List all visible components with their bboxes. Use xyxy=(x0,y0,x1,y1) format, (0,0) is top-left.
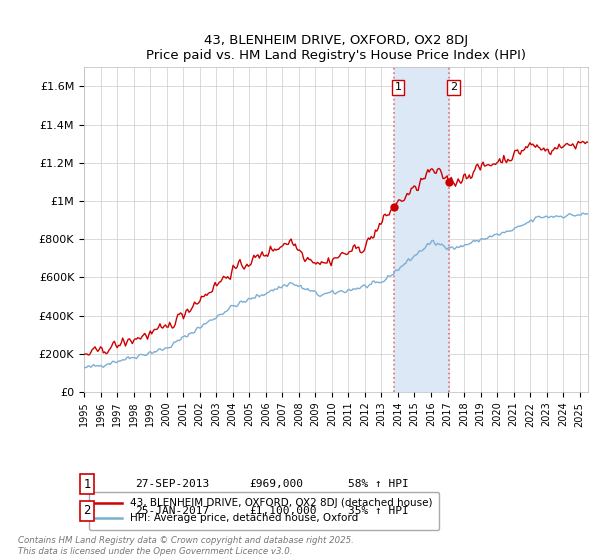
Text: £1,100,000: £1,100,000 xyxy=(249,506,317,516)
Text: £969,000: £969,000 xyxy=(249,479,303,489)
Text: 1: 1 xyxy=(83,478,91,491)
Text: 2: 2 xyxy=(449,82,457,92)
Bar xyxy=(394,67,449,392)
Text: Contains HM Land Registry data © Crown copyright and database right 2025.
This d: Contains HM Land Registry data © Crown c… xyxy=(18,536,354,556)
Text: 25-JAN-2017: 25-JAN-2017 xyxy=(135,506,209,516)
Text: 35% ↑ HPI: 35% ↑ HPI xyxy=(348,506,409,516)
Title: 43, BLENHEIM DRIVE, OXFORD, OX2 8DJ
Price paid vs. HM Land Registry's House Pric: 43, BLENHEIM DRIVE, OXFORD, OX2 8DJ Pric… xyxy=(146,34,526,62)
Text: 1: 1 xyxy=(395,82,401,92)
Text: 2: 2 xyxy=(83,504,91,517)
Text: 27-SEP-2013: 27-SEP-2013 xyxy=(135,479,209,489)
Legend: 43, BLENHEIM DRIVE, OXFORD, OX2 8DJ (detached house), HPI: Average price, detach: 43, BLENHEIM DRIVE, OXFORD, OX2 8DJ (det… xyxy=(89,492,439,530)
Text: 58% ↑ HPI: 58% ↑ HPI xyxy=(348,479,409,489)
